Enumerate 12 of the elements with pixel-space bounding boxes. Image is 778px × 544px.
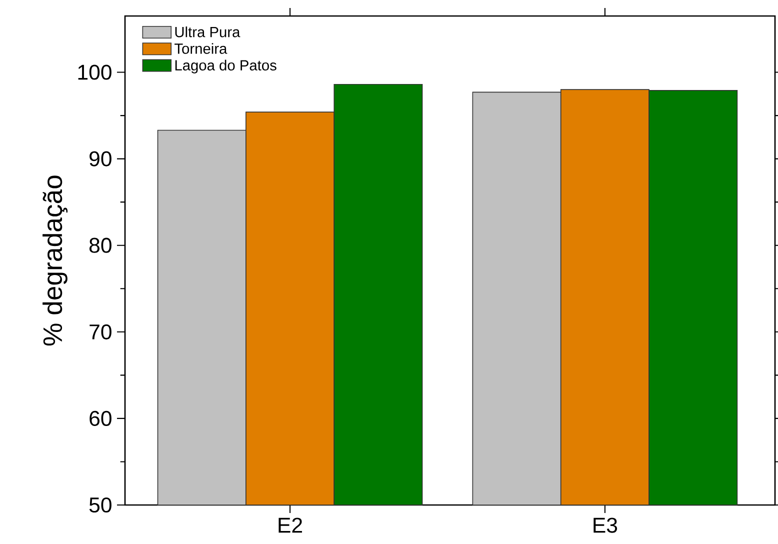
y-tick-label: 100 (78, 64, 112, 80)
y-axis-title: % degradação (42, 176, 68, 346)
x-tick-label: E2 (278, 518, 302, 533)
y-tick-label: 90 (90, 151, 112, 166)
legend-label: Lagoa do Patos (175, 60, 276, 74)
legend-label: Ultra Pura (175, 26, 240, 38)
y-tick-label: 50 (89, 497, 112, 513)
legend-label: Torneira (174, 43, 228, 54)
y-tick-label: 80 (89, 238, 112, 253)
x-tick-label: E3 (594, 518, 618, 533)
y-tick-label: 60 (90, 410, 112, 426)
y-tick-label: 70 (90, 324, 112, 340)
